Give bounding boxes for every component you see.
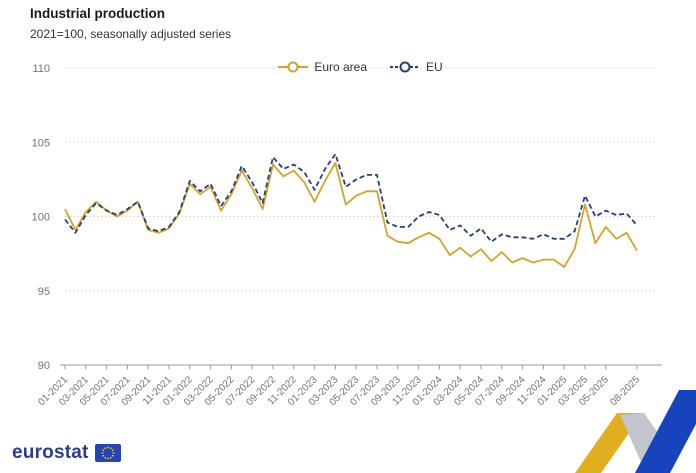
y-gridlines (65, 67, 655, 292)
legend-item-eu[interactable]: EU (389, 60, 443, 74)
page-subtitle: 2021=100, seasonally adjusted series (30, 27, 232, 41)
x-axis (60, 364, 662, 370)
legend-label-euro-area: Euro area (314, 60, 368, 74)
y-tick-labels: 90 95 100 105 110 (32, 63, 50, 372)
svg-text:100: 100 (32, 212, 50, 224)
eurostat-wordmark: eurostat (12, 442, 89, 463)
eurostat-logo: eurostat (12, 442, 121, 464)
svg-text:110: 110 (32, 63, 50, 75)
eurostat-ribbon-logo (575, 390, 696, 473)
legend-label-eu: EU (426, 60, 443, 74)
euro-area-legend-marker (278, 61, 309, 73)
x-tick-labels: 01-202103-202105-202107-202109-202111-20… (36, 374, 642, 408)
eu-legend-marker (390, 61, 421, 73)
svg-text:95: 95 (38, 286, 50, 298)
page-title: Industrial production (30, 6, 165, 21)
svg-text:90: 90 (38, 360, 50, 372)
svg-text:105: 105 (32, 137, 50, 149)
eu-flag-icon (94, 444, 121, 462)
legend-item-euro-area[interactable]: Euro area (277, 60, 367, 74)
eu-line (64, 153, 638, 243)
euro-area-line (64, 162, 638, 268)
svg-text:08-2025: 08-2025 (608, 374, 642, 408)
chart-legend: Euro area EU (65, 60, 655, 74)
